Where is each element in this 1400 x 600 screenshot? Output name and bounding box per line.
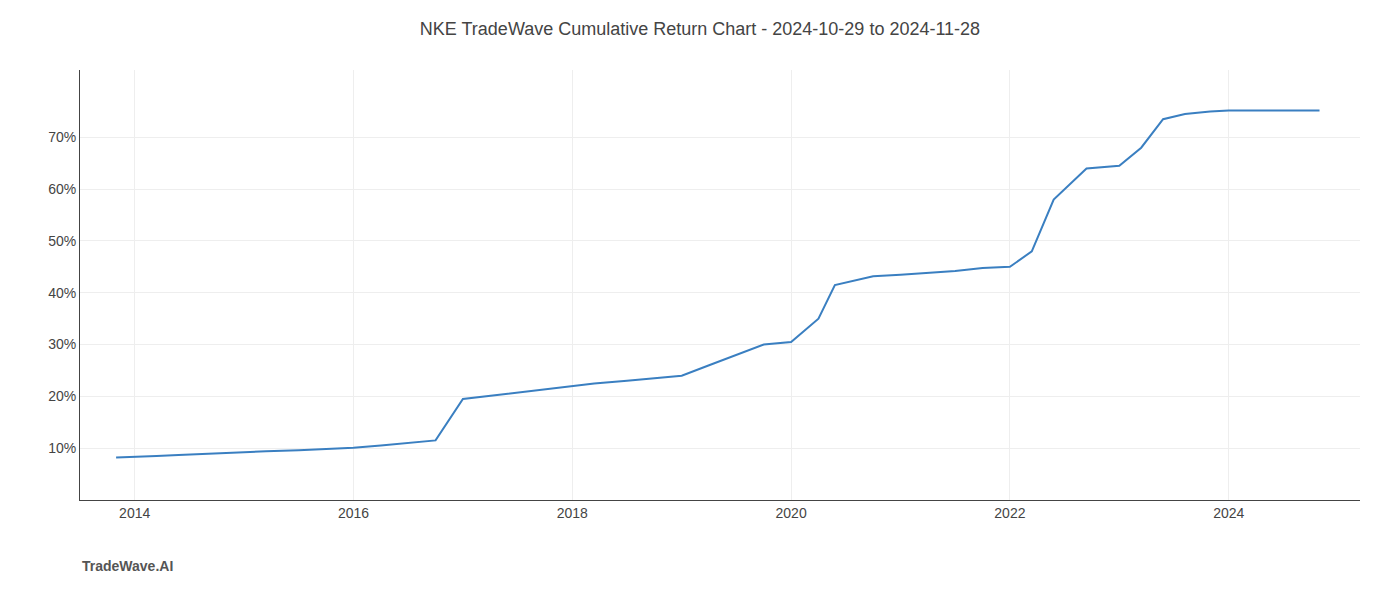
svg-text:2020: 2020 bbox=[776, 505, 807, 521]
svg-text:30%: 30% bbox=[48, 336, 76, 352]
svg-text:TradeWave.AI: TradeWave.AI bbox=[82, 558, 173, 574]
svg-text:50%: 50% bbox=[48, 233, 76, 249]
svg-text:NKE TradeWave Cumulative Retur: NKE TradeWave Cumulative Return Chart - … bbox=[420, 19, 980, 39]
svg-text:60%: 60% bbox=[48, 181, 76, 197]
svg-text:2024: 2024 bbox=[1213, 505, 1244, 521]
svg-text:2022: 2022 bbox=[994, 505, 1025, 521]
svg-text:2014: 2014 bbox=[119, 505, 150, 521]
svg-text:40%: 40% bbox=[48, 285, 76, 301]
svg-text:20%: 20% bbox=[48, 388, 76, 404]
svg-text:70%: 70% bbox=[48, 129, 76, 145]
svg-text:2016: 2016 bbox=[338, 505, 369, 521]
svg-text:10%: 10% bbox=[48, 440, 76, 456]
svg-text:2018: 2018 bbox=[557, 505, 588, 521]
